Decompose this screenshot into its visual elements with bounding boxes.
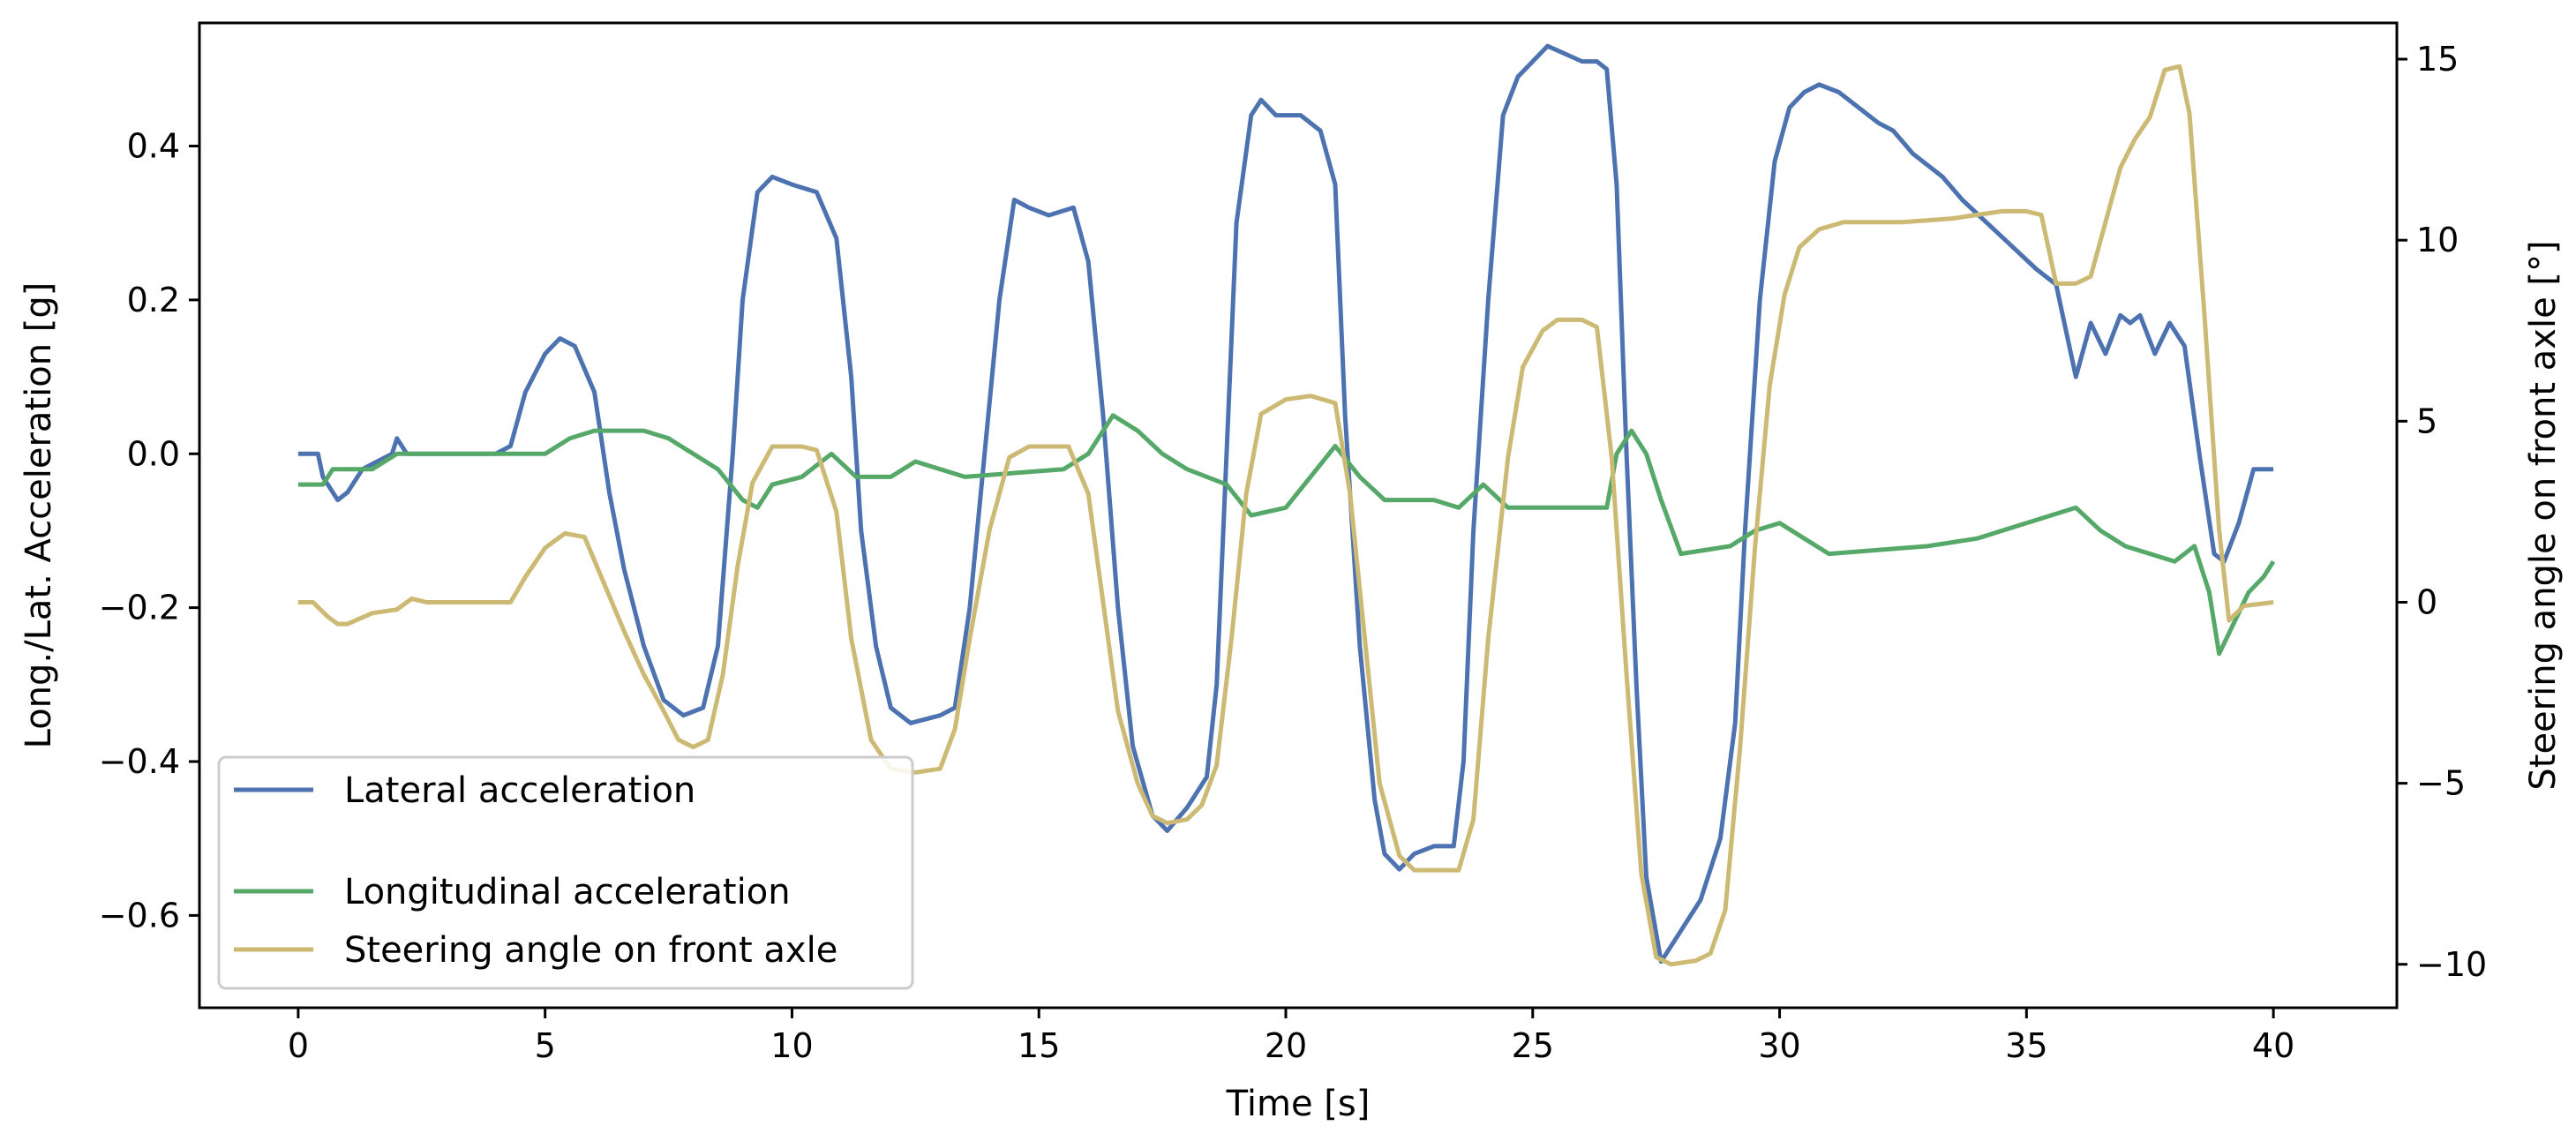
y-tick-label: 0.4	[127, 127, 180, 166]
legend-box	[217, 755, 914, 990]
y-tick-label: −0.4	[99, 742, 180, 781]
legend-label-lateral: Lateral acceleration	[344, 770, 695, 811]
x-tick-label: 5	[535, 1026, 556, 1065]
y-axis-label-left: Long./Lat. Acceleration [g]	[19, 282, 59, 749]
y-tick-label: −0.6	[99, 896, 180, 935]
x-tick-label: 20	[1265, 1026, 1307, 1065]
legend: Lateral acceleration Longitudinal accele…	[217, 755, 914, 990]
y2-tick-label: −10	[2416, 945, 2487, 984]
x-tick-label: 0	[288, 1026, 309, 1065]
x-axis-label: Time [s]	[1226, 1084, 1371, 1124]
x-tick-label: 15	[1018, 1026, 1060, 1065]
x-tick-label: 30	[1758, 1026, 1800, 1065]
y-axis-label-right: Steering angle on front axle [°]	[2523, 240, 2564, 790]
series-layer	[297, 43, 2276, 967]
y2-tick-label: −5	[2416, 764, 2466, 803]
y-axis-right-ticks: −10 −5 0 5 10 15	[2397, 40, 2487, 984]
y2-tick-label: 0	[2416, 582, 2437, 621]
x-tick-label: 25	[1512, 1026, 1554, 1065]
y-tick-label: 0.0	[127, 434, 180, 473]
x-tick-label: 35	[2005, 1026, 2047, 1065]
y-tick-label: 0.2	[127, 281, 180, 319]
x-axis-ticks: 0 5 10 15 20 25 30 35 40	[288, 1008, 2294, 1065]
y2-tick-label: 10	[2416, 221, 2459, 259]
y-axis-left-ticks: −0.6 −0.4 −0.2 0.0 0.2 0.4	[99, 127, 199, 935]
series-line-longitudinal-acceleration	[297, 413, 2276, 657]
legend-label-longitudinal: Longitudinal acceleration	[344, 872, 791, 912]
series-line-steering-angle	[297, 64, 2274, 967]
series-line-lateral-acceleration	[297, 43, 2274, 965]
plot-frame	[198, 21, 2399, 1010]
x-tick-label: 40	[2252, 1026, 2294, 1065]
legend-label-steering: Steering angle on front axle	[344, 930, 837, 971]
y2-tick-label: 15	[2416, 40, 2459, 79]
y2-tick-label: 5	[2416, 402, 2437, 440]
y-tick-label: −0.2	[99, 589, 180, 627]
x-tick-label: 10	[770, 1026, 813, 1065]
